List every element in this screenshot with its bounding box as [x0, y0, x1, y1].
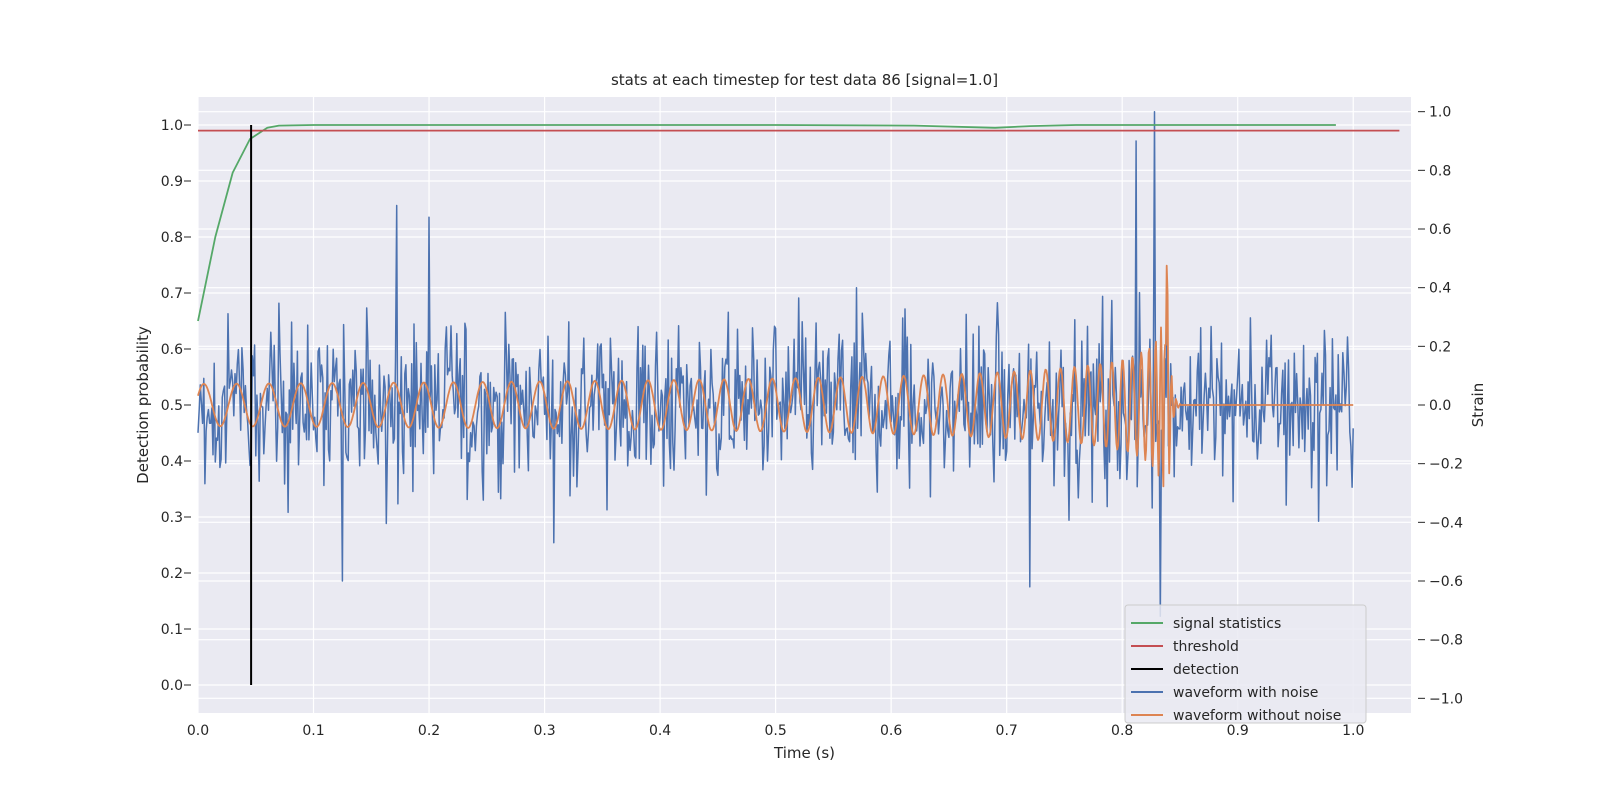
- y-right-tick-label: 0.4: [1429, 281, 1451, 297]
- y-left-tick-label: 0.7: [161, 286, 183, 302]
- x-tick-label: 0.0: [187, 723, 209, 739]
- x-tick-label: 0.3: [533, 723, 555, 739]
- legend-entry: threshold: [1173, 639, 1239, 655]
- y-left-tick-label: 0.6: [161, 342, 183, 358]
- y-axis-right-label: Strain: [1469, 383, 1487, 427]
- x-tick-label: 0.5: [764, 723, 786, 739]
- x-tick-label: 0.9: [1227, 723, 1249, 739]
- y-left-tick-label: 0.1: [161, 622, 183, 638]
- y-left-tick-label: 0.3: [161, 510, 183, 526]
- legend-box: [1124, 604, 1367, 724]
- x-tick-label: 0.2: [418, 723, 440, 739]
- legend-entry: detection: [1173, 662, 1239, 678]
- x-tick-label: 0.4: [649, 723, 671, 739]
- y-right-tick-label: 0.8: [1429, 163, 1451, 179]
- y-right-tick-label: 0.2: [1429, 339, 1451, 355]
- ticks: 0.0 0.1 0.2 0.3 0.4 0.5 0.6 0.7 0.8 0.9 1.0 0.0 0.1 0…: [161, 105, 1463, 739]
- series-layer: [197, 110, 1400, 685]
- y-right-tick-label: −1.0: [1429, 691, 1463, 707]
- series-waveform-with-noise: [197, 110, 1354, 617]
- y-left-tick-label: 0.0: [161, 678, 183, 694]
- series-signal-statistics: [197, 124, 1336, 322]
- y-left-tick-label: 0.9: [161, 174, 183, 190]
- x-tick-label: 1.0: [1342, 723, 1364, 739]
- legend-entry: waveform with noise: [1173, 685, 1318, 701]
- y-right-tick-label: 0.0: [1429, 398, 1451, 414]
- y-right-tick-label: −0.8: [1429, 633, 1463, 649]
- y-right-tick-label: 1.0: [1429, 105, 1451, 121]
- x-axis-label: Time (s): [773, 744, 835, 762]
- y-left-tick-label: 0.4: [161, 454, 183, 470]
- x-tick-label: 0.7: [996, 723, 1018, 739]
- y-axis-left-label: Detection probability: [134, 326, 152, 484]
- x-tick-label: 0.1: [302, 723, 324, 739]
- y-left-tick-label: 1.0: [161, 118, 183, 134]
- x-tick-label: 0.6: [880, 723, 902, 739]
- y-right-tick-label: −0.4: [1429, 515, 1463, 531]
- y-left-tick-label: 0.5: [161, 398, 183, 414]
- series-waveform-without-noise: [197, 264, 1354, 488]
- x-tick-label: 0.8: [1111, 723, 1133, 739]
- legend: signal statistics threshold detection wavef…: [1124, 604, 1367, 724]
- y-left-tick-label: 0.8: [161, 230, 183, 246]
- y-right-tick-label: −0.6: [1429, 574, 1463, 590]
- legend-entry: waveform without noise: [1173, 708, 1341, 724]
- y-left-tick-label: 0.2: [161, 566, 183, 582]
- y-right-tick-label: −0.2: [1429, 457, 1463, 473]
- legend-entry: signal statistics: [1173, 616, 1281, 632]
- chart-title: stats at each timestep for test data 86 …: [611, 71, 998, 89]
- y-right-tick-label: 0.6: [1429, 222, 1451, 238]
